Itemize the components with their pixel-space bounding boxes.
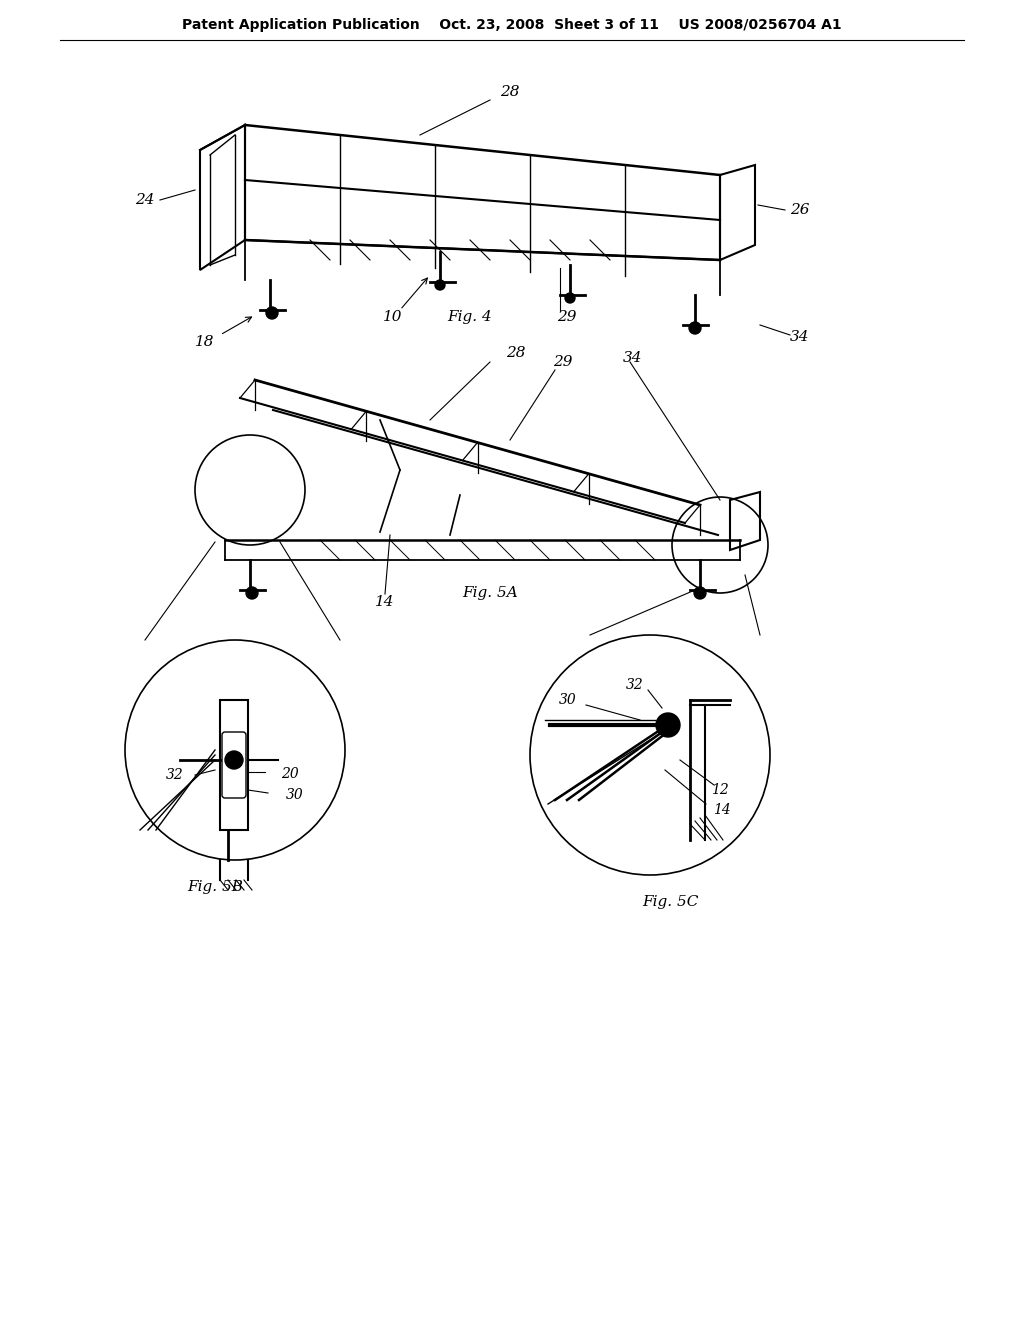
Text: 12: 12	[711, 783, 729, 797]
Circle shape	[689, 322, 701, 334]
Text: 29: 29	[553, 355, 572, 370]
Text: 26: 26	[791, 203, 810, 216]
Text: 32: 32	[626, 678, 644, 692]
Text: 24: 24	[135, 193, 155, 207]
Circle shape	[565, 293, 575, 304]
Circle shape	[125, 640, 345, 861]
Text: 14: 14	[375, 595, 394, 609]
Circle shape	[694, 587, 706, 599]
Circle shape	[656, 713, 680, 737]
Text: Fig. 5B: Fig. 5B	[187, 880, 243, 894]
Text: 14: 14	[713, 803, 731, 817]
Text: 28: 28	[506, 346, 525, 360]
Text: 10: 10	[383, 310, 402, 323]
Text: 30: 30	[559, 693, 577, 708]
Text: 34: 34	[791, 330, 810, 345]
Text: 29: 29	[557, 310, 577, 323]
Circle shape	[266, 308, 278, 319]
Bar	[220, 700, 248, 830]
Text: 32: 32	[166, 768, 184, 781]
Circle shape	[246, 587, 258, 599]
Text: 34: 34	[624, 351, 643, 366]
Circle shape	[530, 635, 770, 875]
Text: Fig. 5C: Fig. 5C	[642, 895, 698, 909]
Text: Fig. 5A: Fig. 5A	[462, 586, 518, 601]
Text: Fig. 4: Fig. 4	[447, 310, 493, 323]
Text: 30: 30	[286, 788, 304, 803]
Circle shape	[225, 751, 243, 770]
Text: Patent Application Publication    Oct. 23, 2008  Sheet 3 of 11    US 2008/025670: Patent Application Publication Oct. 23, …	[182, 18, 842, 32]
Text: 20: 20	[282, 767, 299, 781]
Text: 18: 18	[196, 335, 215, 348]
Text: 28: 28	[501, 84, 520, 99]
Circle shape	[435, 280, 445, 290]
